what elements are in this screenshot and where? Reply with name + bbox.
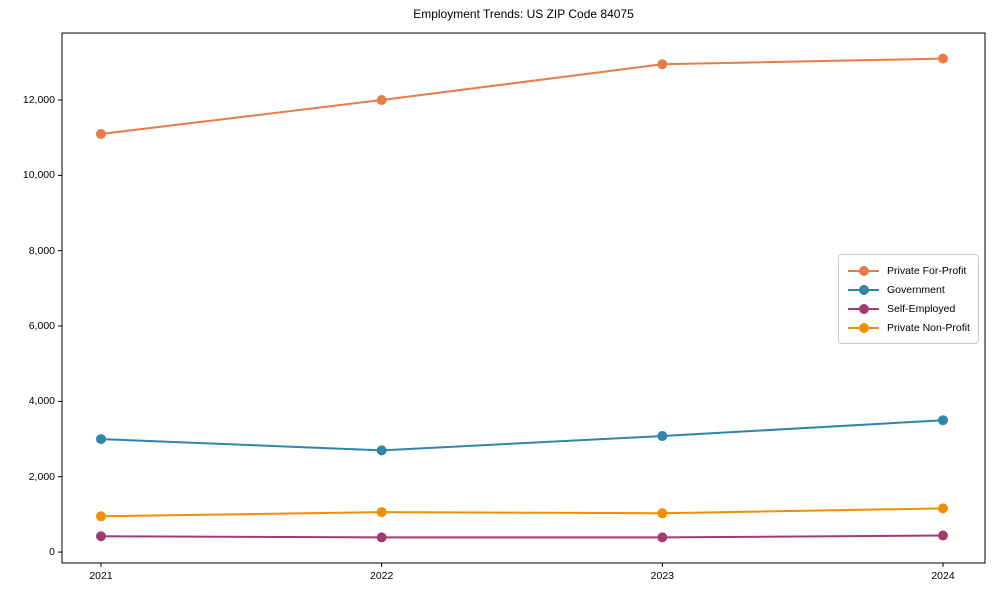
legend-item: Private For-Profit xyxy=(848,261,972,280)
x-tick-label: 2021 xyxy=(89,570,113,582)
x-tick-label: 2023 xyxy=(650,570,675,582)
y-tick-label: 2,000 xyxy=(28,470,55,483)
series-marker xyxy=(376,445,387,456)
legend-line-marker-icon xyxy=(848,265,879,277)
series-marker xyxy=(657,59,668,70)
x-tick-label: 2022 xyxy=(369,570,394,582)
series-marker xyxy=(657,431,668,442)
legend-item: Government xyxy=(848,280,972,299)
series-marker xyxy=(376,532,387,543)
legend-item: Private Non-Profit xyxy=(848,318,972,337)
legend-line-marker-icon xyxy=(848,284,879,296)
legend-line-marker-icon xyxy=(848,303,879,315)
y-tick-label: 8,000 xyxy=(28,244,55,257)
series-marker xyxy=(938,503,948,514)
legend: Private For-Profit Government Self-Employe… xyxy=(838,254,979,344)
series-marker xyxy=(96,531,106,542)
series-line xyxy=(100,507,944,518)
y-tick-label: 0 xyxy=(49,545,55,558)
series-marker xyxy=(938,53,948,64)
y-tick-label: 6,000 xyxy=(28,319,55,332)
legend-label: Self-Employed xyxy=(887,302,956,315)
legend-dot-icon xyxy=(858,284,869,295)
series-line xyxy=(100,419,944,452)
legend-dot-icon xyxy=(858,265,869,276)
series-marker xyxy=(938,415,948,426)
series-marker xyxy=(96,434,106,445)
series-line xyxy=(100,57,944,135)
legend-item: Self-Employed xyxy=(848,299,972,318)
series-marker xyxy=(376,95,387,106)
series-marker xyxy=(376,507,387,518)
y-tick-label: 10,000 xyxy=(22,169,55,182)
series-marker xyxy=(938,530,948,541)
series-marker xyxy=(657,508,668,519)
y-tick-label: 12,000 xyxy=(22,93,55,106)
series-line xyxy=(100,534,944,539)
axes-frame xyxy=(61,32,986,564)
legend-label: Private For-Profit xyxy=(887,264,967,277)
legend-label: Government xyxy=(887,283,945,296)
legend-label: Private Non-Profit xyxy=(887,321,970,334)
x-tick-label: 2024 xyxy=(931,570,955,582)
series-marker xyxy=(96,511,106,522)
series-marker xyxy=(96,128,106,139)
legend-dot-icon xyxy=(858,303,869,314)
y-tick-label: 4,000 xyxy=(28,395,55,408)
chart-title: Employment Trends: US ZIP Code 84075 xyxy=(413,7,634,21)
legend-line-marker-icon xyxy=(848,322,879,334)
legend-dot-icon xyxy=(858,322,869,333)
series-marker xyxy=(657,532,668,543)
